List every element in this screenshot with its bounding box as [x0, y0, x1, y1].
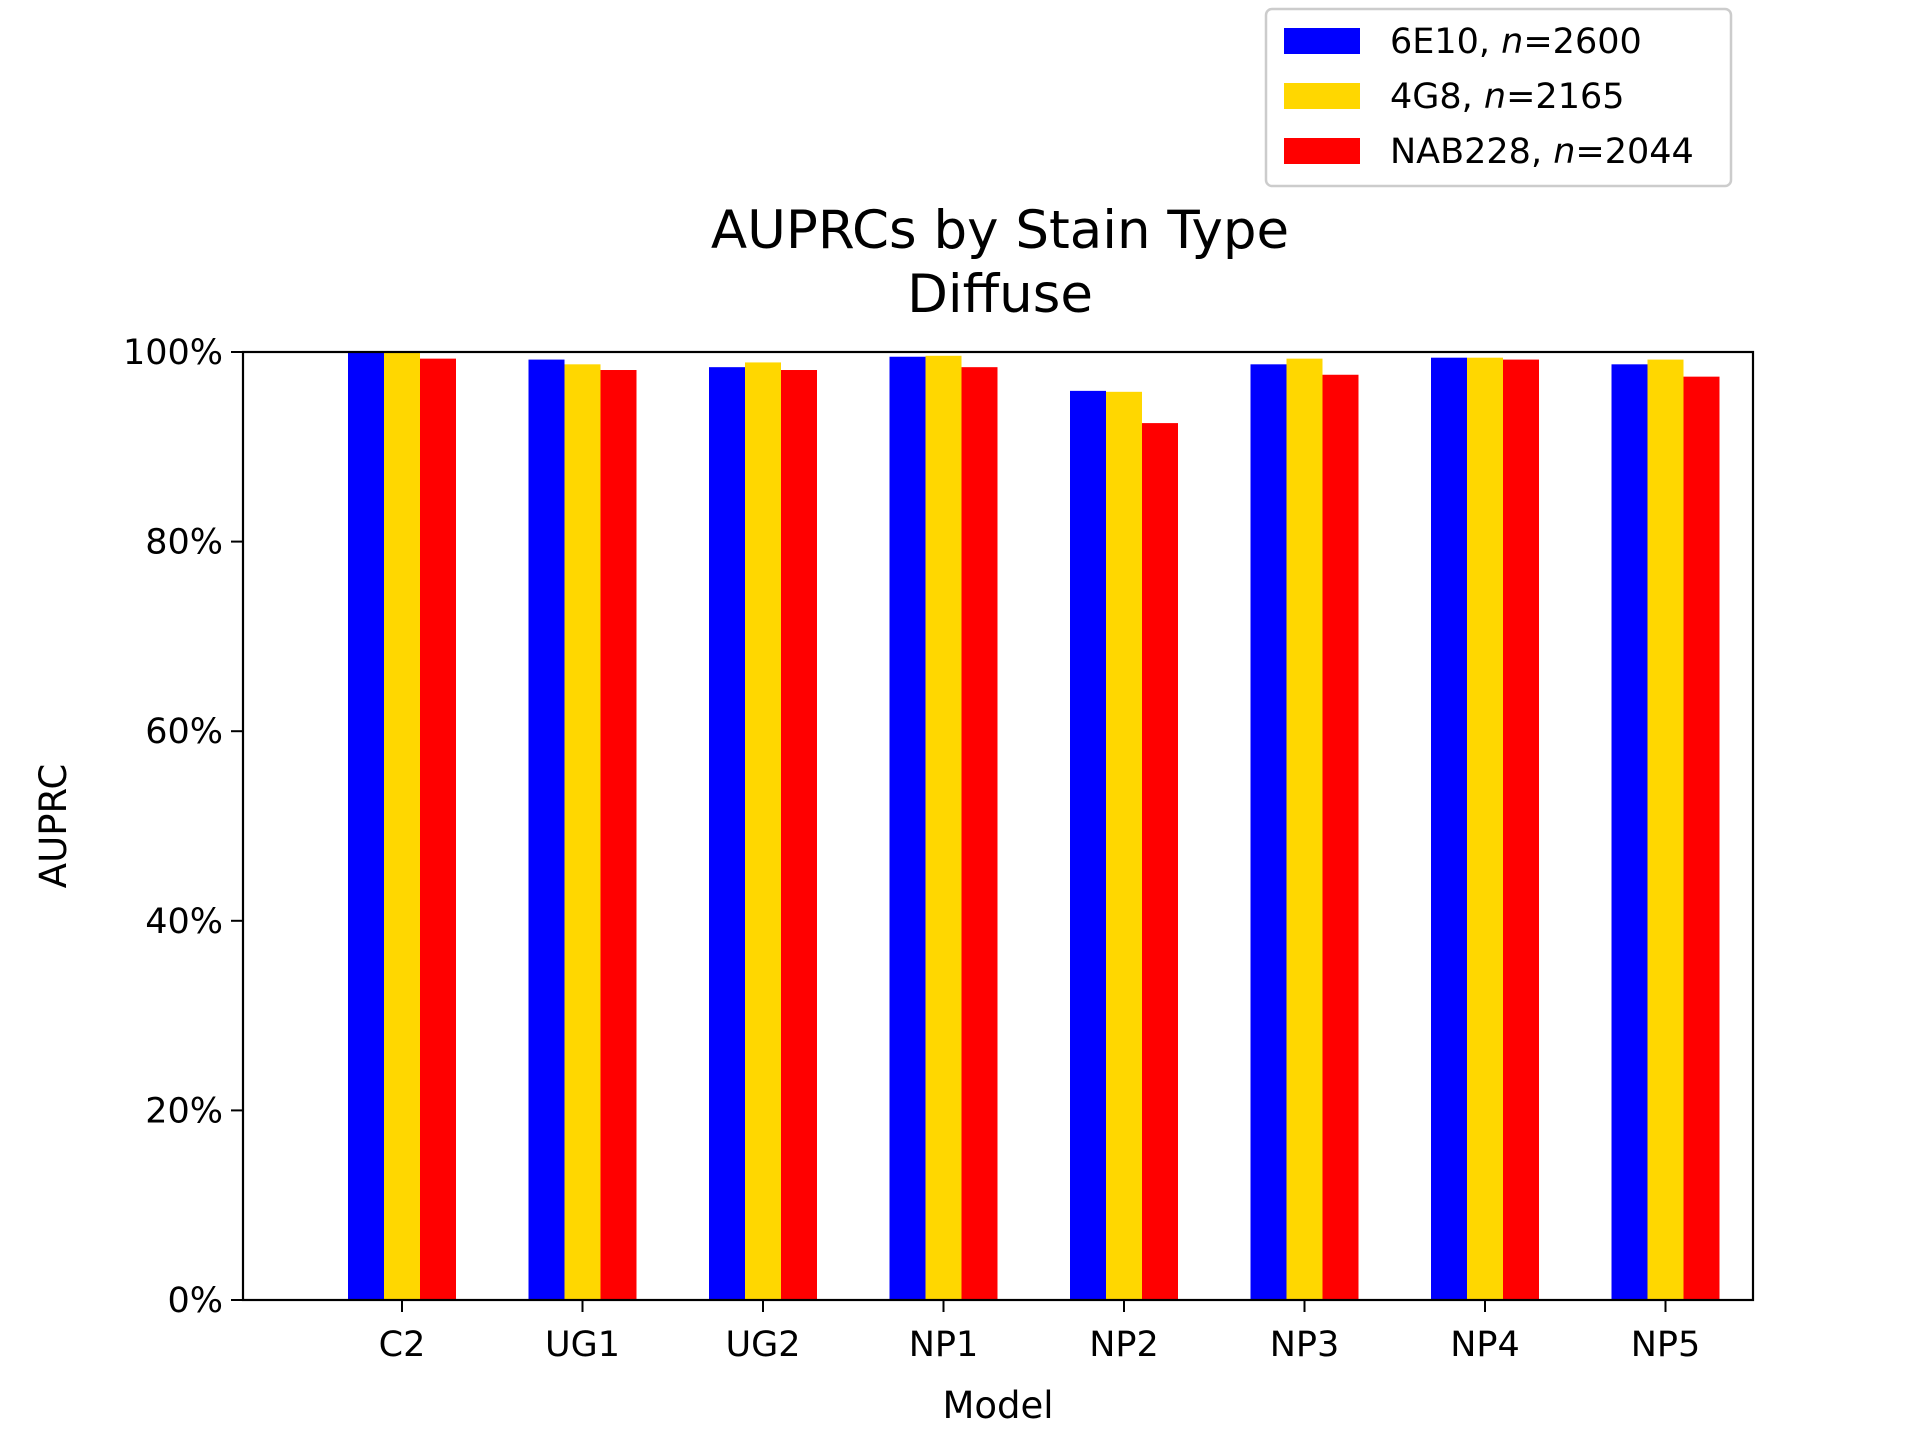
y-tick-label: 40% [145, 902, 223, 942]
legend: 6E10, n=2600 4G8, n=2165 NAB228, n=2044 [1264, 7, 1733, 188]
chart-subtitle: Diffuse [907, 264, 1093, 325]
x-tick-label-UG2: UG2 [725, 1325, 800, 1365]
bar-6E10-C2 [348, 352, 384, 1300]
bar-NAB228-NP5 [1683, 376, 1720, 1300]
legend-label-6E10: 6E10, n=2600 [1390, 22, 1642, 62]
bar-4G8-NP2 [1106, 391, 1142, 1300]
bar-4G8-NP3 [1286, 358, 1323, 1300]
bar-4G8-UG1 [564, 364, 601, 1301]
bar-6E10-NP4 [1431, 357, 1467, 1300]
y-axis-label: AUPRC [32, 764, 75, 888]
legend-box [1264, 7, 1733, 188]
x-tick-label-C2: C2 [379, 1325, 426, 1365]
bar-NAB228-UG2 [781, 370, 817, 1301]
bar-4G8-C2 [384, 352, 420, 1300]
x-ticks: C2 UG1 UG2 NP1 NP2 NP3 NP4 NP5 [379, 1300, 1701, 1365]
legend-swatch-NAB228 [1284, 138, 1360, 164]
bar-6E10-NP5 [1611, 364, 1648, 1301]
bar-6E10-NP2 [1070, 390, 1106, 1300]
x-tick-label-UG1: UG1 [545, 1325, 620, 1365]
x-tick-label-NP5: NP5 [1631, 1325, 1701, 1365]
x-axis-label: Model [942, 1384, 1053, 1427]
bar-NAB228-NP2 [1142, 423, 1178, 1301]
legend-label-4G8: 4G8, n=2165 [1390, 77, 1625, 117]
bar-NAB228-NP3 [1322, 374, 1359, 1300]
plot-frame [241, 350, 1755, 1302]
x-tick-label-NP2: NP2 [1089, 1325, 1159, 1365]
bar-4G8-NP4 [1467, 357, 1503, 1300]
bar-6E10-UG2 [709, 367, 745, 1301]
bar-4G8-NP5 [1647, 359, 1684, 1301]
bar-4G8-NP1 [925, 355, 962, 1300]
bar-6E10-NP3 [1250, 364, 1287, 1301]
bar-4G8-UG2 [745, 362, 781, 1301]
x-tick-label-NP4: NP4 [1450, 1325, 1520, 1365]
y-tick-label: 60% [145, 712, 223, 752]
legend-swatch-4G8 [1284, 83, 1360, 109]
y-tick-label: 100% [123, 333, 223, 373]
y-ticks: 0% 20% 40% 60% 80% 100% [123, 333, 243, 1321]
y-tick-label: 80% [145, 523, 223, 563]
x-tick-label-NP3: NP3 [1270, 1325, 1340, 1365]
bar-NAB228-NP1 [961, 367, 998, 1301]
bar-NAB228-NP4 [1503, 359, 1539, 1301]
bar-6E10-UG1 [528, 359, 565, 1301]
bar-NAB228-C2 [420, 358, 456, 1300]
chart-title: AUPRCs by Stain Type [711, 200, 1289, 261]
bar-6E10-NP1 [889, 356, 926, 1300]
legend-label-NAB228: NAB228, n=2044 [1390, 132, 1694, 172]
y-tick-label: 0% [167, 1281, 223, 1321]
bar-NAB228-UG1 [600, 370, 637, 1301]
bars-group [348, 352, 1720, 1301]
legend-swatch-6E10 [1284, 28, 1360, 54]
x-tick-label-NP1: NP1 [909, 1325, 979, 1365]
y-tick-label: 20% [145, 1091, 223, 1131]
